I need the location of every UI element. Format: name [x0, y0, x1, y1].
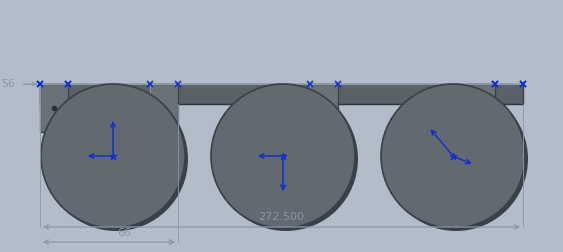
Ellipse shape: [214, 87, 358, 231]
Bar: [467, 84, 495, 132]
Ellipse shape: [44, 87, 188, 231]
Ellipse shape: [211, 84, 355, 228]
Bar: [40, 84, 523, 104]
Bar: [40, 84, 68, 132]
Text: 56: 56: [1, 79, 15, 89]
Ellipse shape: [381, 84, 525, 228]
Text: 66: 66: [117, 228, 131, 238]
Text: 272.500: 272.500: [258, 212, 305, 222]
Ellipse shape: [41, 84, 185, 228]
Ellipse shape: [384, 87, 528, 231]
Bar: [150, 84, 178, 132]
Bar: [310, 84, 338, 132]
